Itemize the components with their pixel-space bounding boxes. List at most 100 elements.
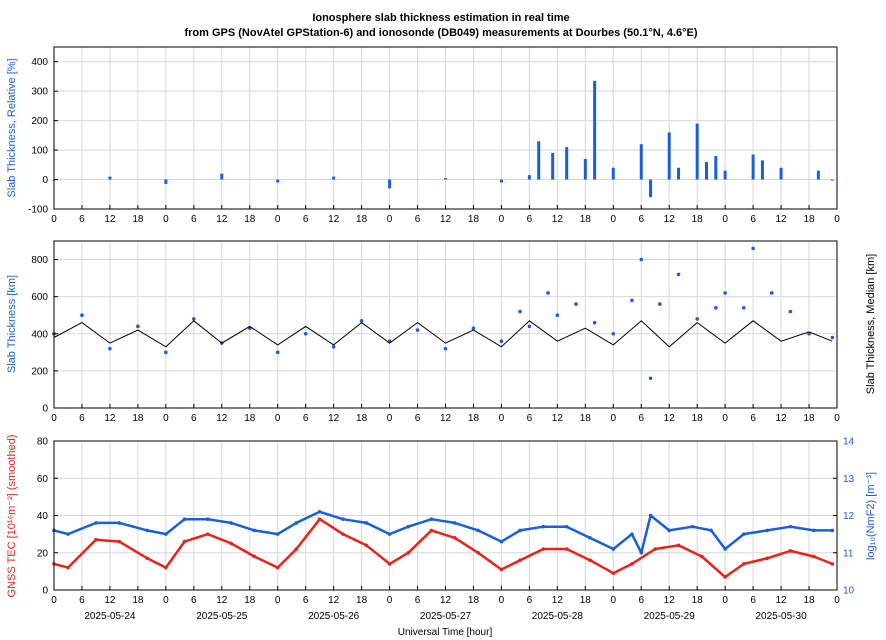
- bar: [108, 176, 112, 180]
- panel-relative-axes: 0 6 12 18 0 6 12 18 0 6 12 18 0 6 12 18 0 6 12 18 0 6 12 18 0 6 12…: [28, 57, 840, 225]
- series-point: [592, 320, 597, 325]
- x-tick-label: 6: [415, 214, 421, 225]
- x-tick-label: 12: [664, 595, 676, 606]
- bar: [388, 179, 392, 189]
- x-tick-label: 0: [611, 595, 617, 606]
- y-right-tick-label: 12: [843, 511, 855, 522]
- date-label: 2025-05-27: [420, 611, 472, 622]
- bar: [677, 167, 681, 180]
- y-tick-label: 20: [37, 548, 49, 559]
- x-tick-label: 18: [692, 214, 704, 225]
- series-point: [527, 324, 532, 329]
- bar: [332, 176, 336, 180]
- panel-tec-xlabel: Universal Time [hour]: [398, 627, 493, 638]
- x-tick-label: 0: [163, 413, 169, 424]
- panel-thickness: 0 6 12 18 0 6 12 18 0 6 12 18 0 6 12 18 0 6 12 18 0 6 12 18 0 6 12…: [6, 240, 877, 424]
- bar: [760, 160, 764, 180]
- x-tick-label: 12: [552, 413, 564, 424]
- x-tick-label: 18: [580, 413, 592, 424]
- x-tick-label: 0: [275, 413, 281, 424]
- x-tick-label: 6: [638, 413, 644, 424]
- x-tick-label: 0: [387, 595, 393, 606]
- x-tick-label: 12: [328, 413, 340, 424]
- series-point: [415, 328, 420, 332]
- series-line: [53, 320, 833, 348]
- series-trace: [53, 517, 833, 579]
- date-label: 2025-05-25: [196, 611, 248, 622]
- x-tick-label: 6: [191, 214, 197, 225]
- panel-tec-ylabel: GNSS TEC [10¹⁶m⁻²] (smoothed): [6, 435, 18, 598]
- series-point: [658, 302, 662, 306]
- x-tick-label: 12: [104, 595, 116, 606]
- series-point: [807, 331, 811, 336]
- x-tick-label: 12: [328, 214, 340, 225]
- bar: [830, 179, 834, 181]
- y-tick-label: -100: [28, 205, 48, 216]
- x-tick-label: 0: [834, 595, 840, 606]
- bar: [611, 167, 615, 180]
- series-point: [639, 257, 644, 262]
- chart-title-line2: from GPS (NovAtel GPStation-6) and ionos…: [184, 27, 697, 39]
- y-tick-label: 40: [37, 511, 49, 522]
- x-tick-label: 6: [191, 595, 197, 606]
- x-tick-label: 6: [527, 413, 533, 424]
- y-tick-label: 200: [31, 116, 48, 127]
- y-tick-label: 80: [37, 437, 49, 448]
- bar: [499, 179, 503, 183]
- panel-tec: 0 6 12 18 0 6 12 18 0 6 12 18 0 6 12 18 0 6 12 18 0 6 12 18 0 6 12…: [6, 435, 877, 638]
- date-label: 2025-05-26: [308, 611, 360, 622]
- x-tick-label: 18: [356, 413, 368, 424]
- series-point: [275, 350, 280, 355]
- panel-tec-axes: 0 6 12 18 0 6 12 18 0 6 12 18 0 6 12 18 0 6 12 18 0 6 12 18 0 6 12…: [37, 437, 855, 623]
- x-tick-label: 18: [244, 595, 256, 606]
- x-tick-label: 0: [51, 595, 57, 606]
- panel-relative-grid: [54, 47, 837, 210]
- series-point: [611, 331, 616, 336]
- x-tick-label: 18: [132, 214, 144, 225]
- panel-relative: 0 6 12 18 0 6 12 18 0 6 12 18 0 6 12 18 0 6 12 18 0 6 12 18 0 6 12…: [6, 46, 840, 225]
- x-tick-label: 0: [499, 214, 505, 225]
- y-tick-label: 600: [31, 292, 48, 303]
- bar: [551, 153, 555, 180]
- x-tick-label: 6: [750, 595, 756, 606]
- x-tick-label: 6: [415, 413, 421, 424]
- x-tick-label: 12: [664, 214, 676, 225]
- x-tick-label: 6: [638, 595, 644, 606]
- x-tick-label: 12: [216, 214, 228, 225]
- x-tick-label: 0: [834, 214, 840, 225]
- x-tick-label: 18: [468, 413, 480, 424]
- x-tick-label: 12: [216, 413, 228, 424]
- bar: [583, 158, 587, 180]
- series-point: [723, 291, 727, 295]
- x-tick-label: 0: [611, 214, 617, 225]
- x-tick-label: 18: [803, 214, 815, 225]
- bar: [444, 178, 447, 180]
- x-tick-label: 12: [104, 214, 116, 225]
- x-tick-label: 0: [834, 413, 840, 424]
- x-tick-label: 18: [468, 214, 480, 225]
- series-point: [574, 302, 578, 306]
- y-tick-label: 800: [31, 255, 48, 266]
- series-point: [518, 309, 522, 314]
- x-tick-label: 18: [692, 595, 704, 606]
- x-tick-label: 12: [552, 595, 564, 606]
- bar: [705, 161, 708, 180]
- x-tick-label: 0: [275, 214, 281, 225]
- x-tick-label: 0: [51, 214, 57, 225]
- x-tick-label: 6: [303, 595, 309, 606]
- series-point: [303, 331, 308, 336]
- x-tick-label: 6: [303, 413, 309, 424]
- y-tick-label: 400: [31, 57, 48, 68]
- x-tick-label: 6: [191, 413, 197, 424]
- series-point: [714, 306, 718, 310]
- date-label: 2025-05-30: [755, 611, 807, 622]
- series-point: [359, 318, 364, 323]
- x-tick-label: 12: [552, 214, 564, 225]
- bar: [220, 173, 224, 180]
- bar: [723, 170, 727, 180]
- panel-thickness-ylabel: Slab Thickness [km]: [6, 275, 18, 373]
- series-point: [192, 317, 196, 321]
- x-tick-label: 0: [387, 214, 393, 225]
- date-label: 2025-05-29: [644, 611, 696, 622]
